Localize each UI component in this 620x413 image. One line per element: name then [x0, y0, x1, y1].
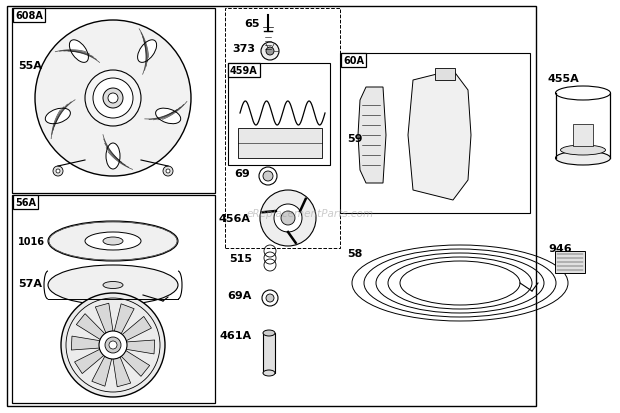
Text: 373: 373	[232, 44, 255, 54]
Polygon shape	[408, 71, 471, 201]
Text: 1016: 1016	[18, 236, 45, 247]
Text: 946: 946	[548, 243, 572, 254]
Bar	[225, 9, 340, 248]
Text: 65: 65	[244, 19, 260, 29]
Ellipse shape	[48, 221, 178, 261]
Ellipse shape	[69, 41, 89, 63]
Bar	[238, 129, 322, 159]
Circle shape	[266, 294, 274, 302]
Ellipse shape	[138, 41, 157, 63]
Polygon shape	[71, 336, 100, 350]
Bar	[573, 125, 593, 147]
Ellipse shape	[106, 144, 120, 170]
Text: 57A: 57A	[18, 278, 42, 288]
Circle shape	[53, 166, 63, 177]
Text: 69: 69	[234, 169, 250, 178]
Ellipse shape	[156, 109, 180, 124]
Polygon shape	[122, 317, 151, 341]
Circle shape	[259, 168, 277, 185]
Circle shape	[274, 204, 302, 233]
Circle shape	[263, 171, 273, 182]
Polygon shape	[122, 351, 149, 376]
Text: 608A: 608A	[15, 11, 43, 21]
Bar	[340, 54, 530, 214]
Bar	[263, 333, 275, 373]
Circle shape	[99, 331, 127, 359]
Circle shape	[260, 190, 316, 247]
Circle shape	[56, 170, 60, 173]
Bar	[555, 252, 585, 273]
Polygon shape	[113, 357, 131, 387]
Text: 55A: 55A	[18, 61, 42, 71]
Circle shape	[261, 43, 279, 61]
Ellipse shape	[103, 282, 123, 289]
Ellipse shape	[263, 330, 275, 336]
Text: 58: 58	[348, 248, 363, 259]
Circle shape	[281, 211, 295, 225]
Ellipse shape	[45, 109, 71, 124]
Ellipse shape	[49, 223, 177, 260]
Circle shape	[103, 89, 123, 109]
Bar	[435, 69, 455, 81]
Text: 59: 59	[347, 134, 363, 144]
Text: 69A: 69A	[228, 290, 252, 300]
Text: 456A: 456A	[218, 214, 250, 223]
Polygon shape	[95, 304, 113, 333]
Circle shape	[105, 337, 121, 353]
Ellipse shape	[263, 370, 275, 376]
Text: 459A: 459A	[230, 66, 258, 76]
Text: 461A: 461A	[220, 330, 252, 340]
Polygon shape	[126, 340, 155, 354]
Circle shape	[35, 21, 191, 177]
Polygon shape	[76, 314, 105, 339]
Bar	[12, 195, 215, 403]
Text: 455A: 455A	[548, 74, 580, 84]
Ellipse shape	[103, 237, 123, 245]
Text: eReplacementParts.com: eReplacementParts.com	[246, 209, 374, 218]
Circle shape	[85, 71, 141, 127]
Circle shape	[108, 94, 118, 104]
Bar	[7, 7, 536, 406]
Circle shape	[262, 290, 278, 306]
Polygon shape	[358, 88, 386, 183]
Circle shape	[66, 298, 160, 392]
Ellipse shape	[48, 266, 178, 305]
Ellipse shape	[560, 146, 606, 156]
Bar	[228, 64, 330, 166]
Text: 515: 515	[229, 254, 252, 263]
Ellipse shape	[556, 152, 611, 166]
Circle shape	[61, 293, 165, 397]
Circle shape	[163, 166, 173, 177]
Circle shape	[266, 48, 274, 56]
Bar	[12, 9, 215, 194]
Circle shape	[93, 79, 133, 119]
Polygon shape	[92, 356, 112, 386]
Circle shape	[166, 170, 170, 173]
Text: 56A: 56A	[15, 197, 36, 207]
Ellipse shape	[556, 87, 611, 101]
Text: 60A: 60A	[343, 56, 364, 66]
Circle shape	[109, 341, 117, 349]
Ellipse shape	[85, 233, 141, 250]
Polygon shape	[74, 349, 104, 374]
Polygon shape	[114, 304, 134, 334]
